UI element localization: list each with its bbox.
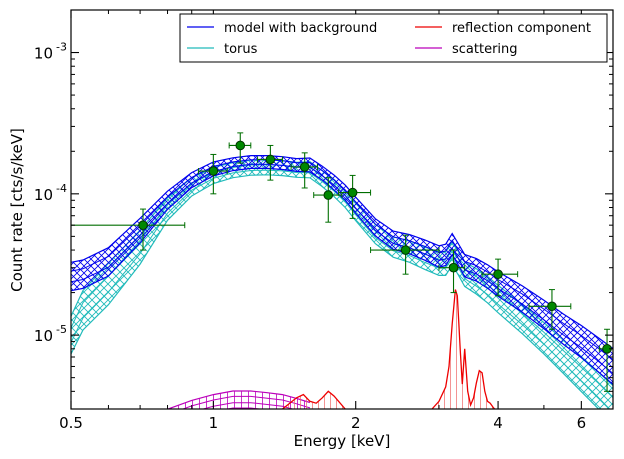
axis-ticks: 0.5 1 2 4 610-510-410-3: [34, 9, 614, 432]
legend-label-scattering: scattering: [452, 42, 518, 57]
legend-label-torus: torus: [224, 42, 258, 57]
torus-band-lower: [71, 174, 600, 409]
data-point-marker: [400, 245, 411, 255]
x-tick-label: 1: [209, 414, 219, 432]
data-point-marker: [547, 301, 557, 312]
series-layer: [71, 155, 613, 409]
scattering-inner-line-upper: [181, 395, 311, 409]
model-with-background-band-upper: [71, 155, 613, 349]
data-point-marker: [323, 190, 334, 200]
y-tick-exponent: -4: [56, 182, 67, 195]
data-point-marker: [299, 162, 310, 172]
y-tick-exponent: -3: [56, 41, 67, 54]
legend: model with background reflection compone…: [179, 13, 608, 63]
model-with-background-inner-line-upper: [71, 159, 613, 360]
y-tick-label: 10: [34, 327, 53, 345]
data-point-marker: [208, 166, 219, 176]
legend-label-reflection: reflection component: [452, 21, 591, 36]
legend-box: [179, 13, 608, 63]
scattering-band-upper: [165, 390, 311, 409]
y-tick-exponent: -5: [56, 323, 67, 336]
scattering-band-fill: [168, 391, 310, 409]
plot-frame: [70, 9, 614, 410]
data-point-marker: [493, 269, 503, 279]
data-point-marker: [138, 220, 148, 230]
x-tick-label: 6: [577, 414, 587, 432]
x-tick-label: 2: [351, 414, 361, 432]
y-tick-label: 10: [34, 45, 53, 63]
model-with-background-band-lower: [71, 167, 613, 385]
x-axis-label: Energy [keV]: [294, 432, 391, 450]
scattering-band-lower: [224, 407, 265, 409]
x-tick-label: 4: [493, 414, 503, 432]
x-tick-label: 0.5: [59, 414, 83, 432]
scattering-inner-line-lower: [201, 402, 295, 409]
data-point-marker: [347, 187, 358, 198]
data-point-marker: [265, 154, 276, 165]
y-axis-label: Count rate [cts/s/keV]: [8, 128, 26, 292]
torus-inner-line-lower: [71, 169, 611, 409]
y-tick-label: 10: [34, 186, 53, 204]
data-point-marker: [448, 262, 459, 273]
data-points-layer: [71, 132, 613, 392]
model-with-background-inner-line-lower: [71, 163, 613, 374]
data-point-marker: [235, 140, 246, 151]
reflection-component-line: [282, 289, 496, 409]
legend-label-model: model with background: [224, 21, 377, 36]
